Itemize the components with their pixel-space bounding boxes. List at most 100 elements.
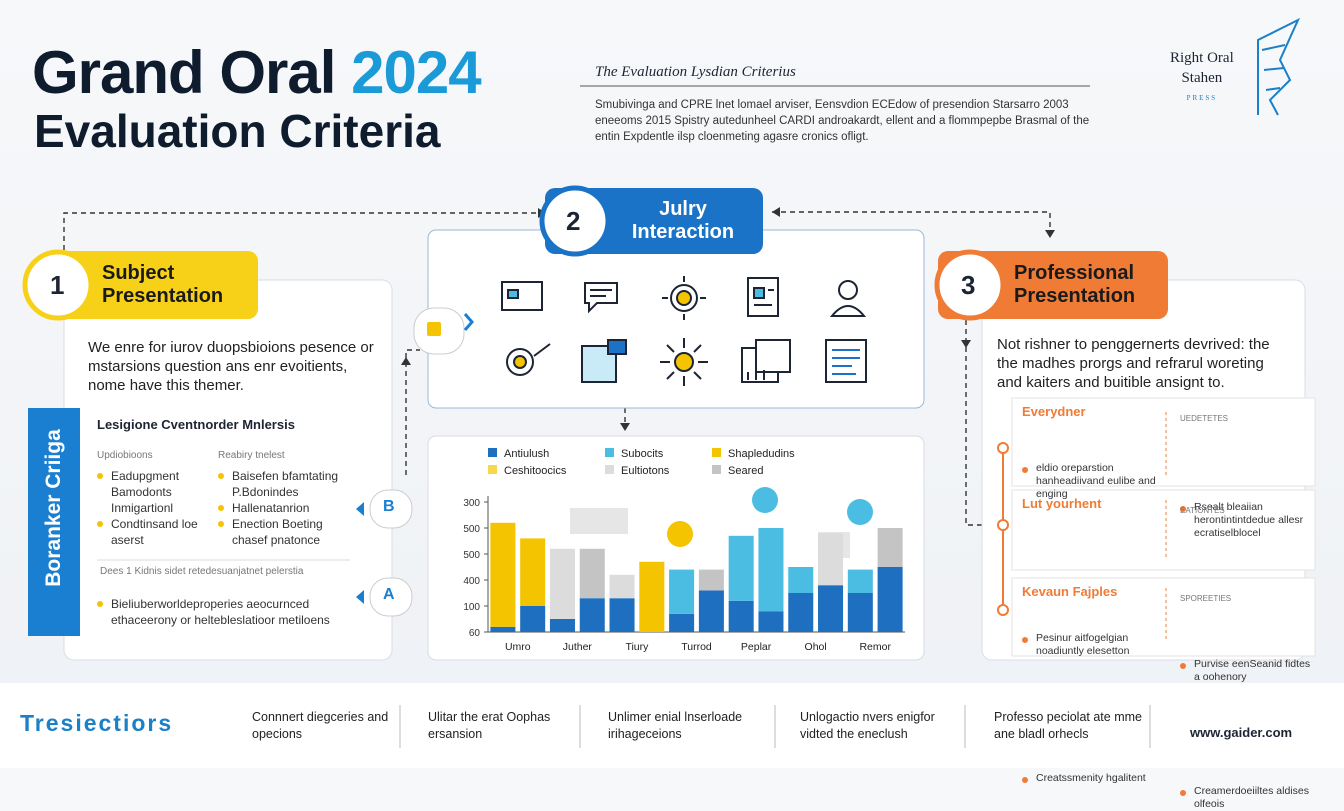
y-tick-label: 60 (469, 628, 481, 639)
pill (40, 251, 258, 319)
icon (463, 313, 474, 331)
badge-bubble (369, 577, 413, 617)
row-side-header: EATIONTES (1180, 506, 1225, 515)
section-body: We enre for iurov duopsbioions pesence o… (88, 339, 374, 394)
legend-swatch (488, 465, 497, 474)
x-tick-label: Ohol (805, 641, 827, 653)
logo-line: Stahen (1181, 70, 1223, 86)
row-side-item: Rsealt bleaiian herontintintdedue allesr… (1180, 501, 1314, 540)
legend-swatch (712, 465, 721, 474)
column: Reabiry tnelest Baisefen bfamtating P.Bd… (218, 448, 353, 548)
legend-swatch (605, 448, 614, 457)
list-item: Eadupgment Bamodonts Inmigartionl (97, 468, 212, 516)
footer-item: Ulitar the erat Oophas ersansion (428, 710, 551, 741)
bar-segment (609, 598, 635, 632)
bar-segment (639, 561, 665, 632)
logo-tag: PRESS (1186, 94, 1218, 102)
list-item: Enection Boeting chasef pnatonce (218, 516, 353, 548)
x-tick-label: Remor (859, 641, 891, 653)
row-box (1011, 489, 1316, 571)
logo-text: Right Oral Stahen PRESS (1170, 48, 1234, 108)
row-side-item: Creamerdoeiiltes aldises olfeois (1180, 785, 1314, 811)
footer-item: Professo peciolat ate mme ane bladl orhe… (994, 710, 1142, 741)
bar-segment (490, 626, 516, 632)
bar-segment (490, 522, 516, 627)
y-tick-label: 500 (463, 550, 480, 561)
bar-segment (788, 567, 814, 593)
footer-item: Unlogactio nvers enigfor vidted the enec… (800, 710, 935, 741)
legend-swatch (712, 448, 721, 457)
callout (570, 508, 628, 534)
arrow-head (1045, 230, 1055, 238)
row-item: Pesinur aitfogelgian noadiuntly elesetto… (1022, 632, 1156, 658)
side-label: Boranker Criiga (42, 429, 65, 587)
badge: A (383, 586, 395, 603)
list-item: Baisefen bfamtating P.Bdonindes (218, 468, 353, 500)
title-text: Grand Oral (32, 39, 336, 106)
arrow-head (356, 590, 364, 604)
row-title: Kevaun Fajples (1022, 584, 1118, 599)
logo-line: Right Oral (1170, 50, 1234, 66)
y-tick-label: 400 (463, 576, 480, 587)
title: Grand Oral 2024 (32, 38, 482, 107)
x-tick-label: Tiury (625, 641, 649, 653)
bar-segment (549, 619, 575, 632)
row-box (1011, 397, 1316, 487)
row-side-item: Purvise eenSeanid fidtes a oohenory (1180, 658, 1314, 684)
background-graphics: 60 100 400 500 500 300 Antiulush Subocits Shaple… (22, 17, 1316, 748)
subtitle: The Evaluation Lysdian Criterius (595, 64, 796, 80)
row-title: Lut yourhent (1022, 496, 1102, 511)
bar-segment (698, 590, 724, 632)
bar-segment (669, 613, 695, 632)
x-tick-label: Peplar (741, 641, 772, 653)
section-number: 3 (961, 270, 976, 300)
column: Updiobioons Eadupgment Bamodonts Inmigar… (97, 448, 212, 548)
bar-segment (758, 611, 784, 632)
footer-brand: Tresiectiors (20, 710, 174, 736)
legend-label: Eultiotons (621, 465, 670, 477)
chart: 60 100 400 500 500 300 Antiulush Subocits Shaple… (463, 448, 905, 653)
callout (847, 499, 873, 525)
description: Smubivinga and CPRE lnet lomael arviser,… (595, 99, 1090, 143)
callout (667, 521, 693, 547)
row-side-header: SPOREETIES (1180, 594, 1232, 603)
column-header: Updiobioons (97, 450, 153, 461)
row-side-header: UEDETETES (1180, 414, 1229, 423)
x-tick-label: Umro (505, 641, 531, 653)
list-item: Hallenatanrion (218, 500, 353, 516)
x-tick-label: Turrod (681, 641, 712, 653)
arrow-head (620, 423, 630, 431)
bar-segment (728, 600, 754, 632)
section-body: Not rishner to penggernerts devrived: th… (997, 336, 1270, 391)
bar-segment (788, 593, 814, 632)
bar-segment (877, 528, 903, 567)
badge-bubble (369, 489, 413, 529)
legend-label: Shapledudins (728, 448, 795, 460)
row-item: Creatssmenity hgalitent (1022, 772, 1156, 785)
legend-label: Seared (728, 465, 763, 477)
badge: B (383, 498, 395, 515)
bar-segment (847, 569, 873, 593)
title-year: 2024 (351, 39, 481, 106)
bar-segment (579, 548, 605, 599)
bar-segment (520, 538, 546, 606)
legend-label: Subocits (621, 448, 664, 460)
bar-segment (549, 548, 575, 619)
bar-segment (818, 585, 844, 632)
bar-segment (847, 593, 873, 632)
section-title: Julry Interaction (631, 198, 735, 243)
bar-segment (877, 567, 903, 632)
column-header: Reabiry tnelest (218, 450, 285, 461)
legend-swatch (488, 448, 497, 457)
bar-segment (728, 535, 754, 601)
y-tick-label: 500 (463, 524, 480, 535)
icon (501, 276, 867, 386)
callout (752, 487, 778, 513)
title-line2: Evaluation Criteria (34, 105, 441, 157)
row-item: eldio oreparstion hanheadiivand eulibe a… (1022, 462, 1156, 501)
row-title: Everydner (1022, 404, 1086, 419)
x-tick-label: Juther (563, 641, 593, 653)
list-item: Condtinsand loe aserst (97, 516, 212, 548)
